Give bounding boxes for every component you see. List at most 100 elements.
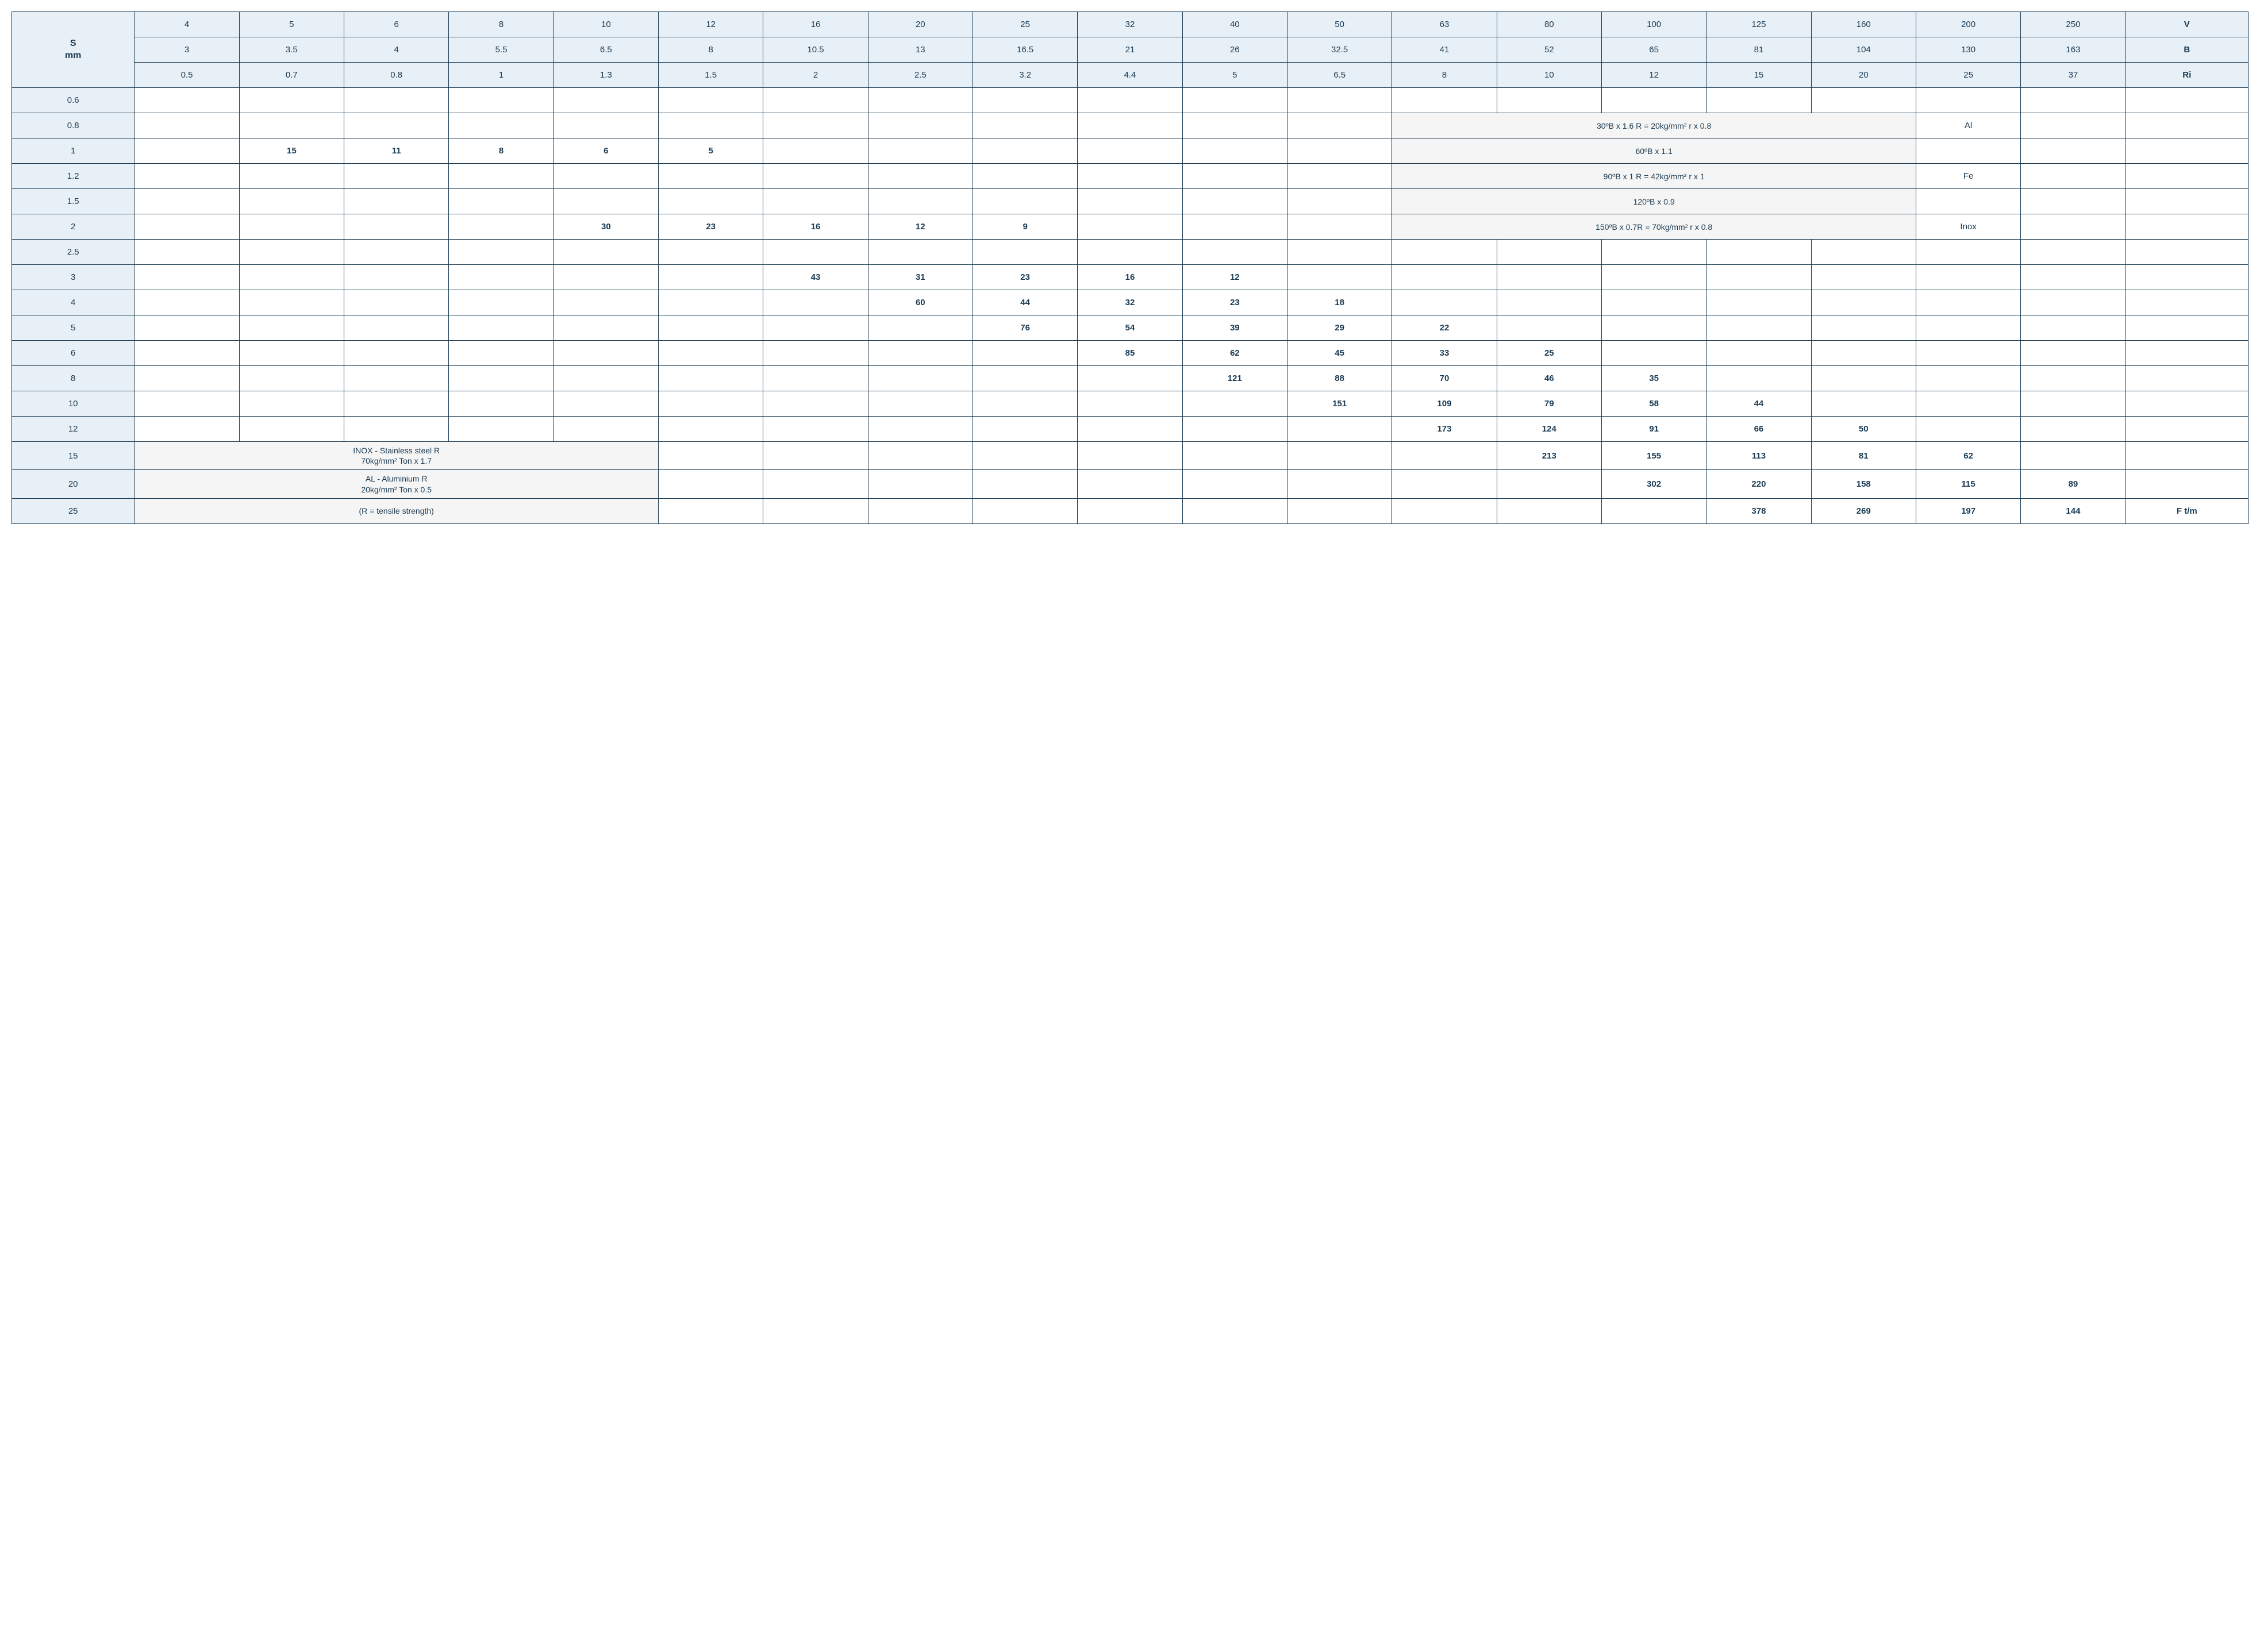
cell: [659, 315, 763, 341]
cell: 155: [1601, 442, 1706, 470]
rowhdr-25: 25: [12, 498, 134, 523]
cell: [1287, 88, 1392, 113]
cell: [659, 498, 763, 523]
hdr-ri-4: 1.3: [554, 63, 658, 88]
rowhdr-20: 20: [12, 470, 134, 498]
cell: [134, 189, 239, 214]
cell: [239, 341, 344, 366]
rowhdr-8: 8: [12, 366, 134, 391]
hdr-ri-7: 2.5: [868, 63, 973, 88]
cell: [1811, 88, 1916, 113]
cell: 302: [1601, 470, 1706, 498]
cell: [1916, 88, 2020, 113]
rowhdr-0-6: 0.6: [12, 88, 134, 113]
cell: [659, 113, 763, 138]
cell: [659, 391, 763, 417]
cell: [659, 470, 763, 498]
cell: [134, 240, 239, 265]
cell: [659, 240, 763, 265]
cell: [1392, 290, 1497, 315]
cell: [1916, 341, 2020, 366]
cell: [659, 290, 763, 315]
cell: [2021, 417, 2126, 442]
cell: [1811, 240, 1916, 265]
cell: [1078, 138, 1182, 164]
footnote-inox-l1: INOX - Stainless steel R: [353, 446, 440, 455]
cell: 378: [1706, 498, 1811, 523]
cell: 9: [973, 214, 1077, 240]
cell: [134, 113, 239, 138]
cell: 144: [2021, 498, 2126, 523]
rowhdr-2-5: 2.5: [12, 240, 134, 265]
cell: [763, 341, 868, 366]
cell: [2126, 138, 2248, 164]
cell: [1078, 189, 1182, 214]
cell: [2021, 88, 2126, 113]
cell: [1182, 240, 1287, 265]
cell: [239, 214, 344, 240]
cell: [344, 417, 449, 442]
cell: [2021, 265, 2126, 290]
cell: 81: [1811, 442, 1916, 470]
cell: [763, 470, 868, 498]
cell: 76: [973, 315, 1077, 341]
cell: [2126, 189, 2248, 214]
cell: [554, 240, 658, 265]
cell: [1182, 498, 1287, 523]
cell: [344, 391, 449, 417]
cell: [763, 442, 868, 470]
hdr-b-17: 130: [1916, 37, 2020, 63]
cell: 39: [1182, 315, 1287, 341]
cell: [1916, 265, 2020, 290]
cell: [239, 315, 344, 341]
footnote-inox: INOX - Stainless steel R 70kg/mm² Ton x …: [134, 442, 659, 470]
cell: [344, 341, 449, 366]
cell: [1811, 366, 1916, 391]
hdr-b-2: 4: [344, 37, 449, 63]
cell: [973, 417, 1077, 442]
cell: [2021, 240, 2126, 265]
hdr-ri-1: 0.7: [239, 63, 344, 88]
cell: [1078, 470, 1182, 498]
cell: [868, 366, 973, 391]
cell: 121: [1182, 366, 1287, 391]
rowhdr-2: 2: [12, 214, 134, 240]
cell: [868, 113, 973, 138]
material-inox: Inox: [1916, 214, 2020, 240]
cell: [763, 164, 868, 189]
cell: 43: [763, 265, 868, 290]
cell: [449, 240, 554, 265]
cell: [1078, 498, 1182, 523]
rowhdr-5: 5: [12, 315, 134, 341]
cell: [1916, 366, 2020, 391]
cell: [2126, 240, 2248, 265]
hdr-v-3: 8: [449, 12, 554, 37]
footnote-r: (R = tensile strength): [134, 498, 659, 523]
data-row-0-8: 0.8 30ºB x 1.6 R = 20kg/mm² r x 0.8 Al: [12, 113, 2249, 138]
cell: 32: [1078, 290, 1182, 315]
cell: [973, 366, 1077, 391]
cell: [1078, 417, 1182, 442]
cell: [344, 265, 449, 290]
cell: [134, 366, 239, 391]
cell: [134, 138, 239, 164]
cell: [1078, 240, 1182, 265]
cell: [2126, 290, 2248, 315]
cell: [1811, 341, 1916, 366]
cell: [134, 391, 239, 417]
cell: [1182, 113, 1287, 138]
cell: 113: [1706, 442, 1811, 470]
data-row-6: 6 85 62 45 33 25: [12, 341, 2249, 366]
cell: [1392, 265, 1497, 290]
cell: [659, 341, 763, 366]
footnote-al-l2: 20kg/mm² Ton x 0.5: [361, 485, 432, 494]
cell: [973, 113, 1077, 138]
cell: [344, 164, 449, 189]
cell: [973, 240, 1077, 265]
cell: 5: [659, 138, 763, 164]
rowhdr-15: 15: [12, 442, 134, 470]
cell: 89: [2021, 470, 2126, 498]
cell: [973, 391, 1077, 417]
cell: [763, 88, 868, 113]
cell: [1078, 113, 1182, 138]
